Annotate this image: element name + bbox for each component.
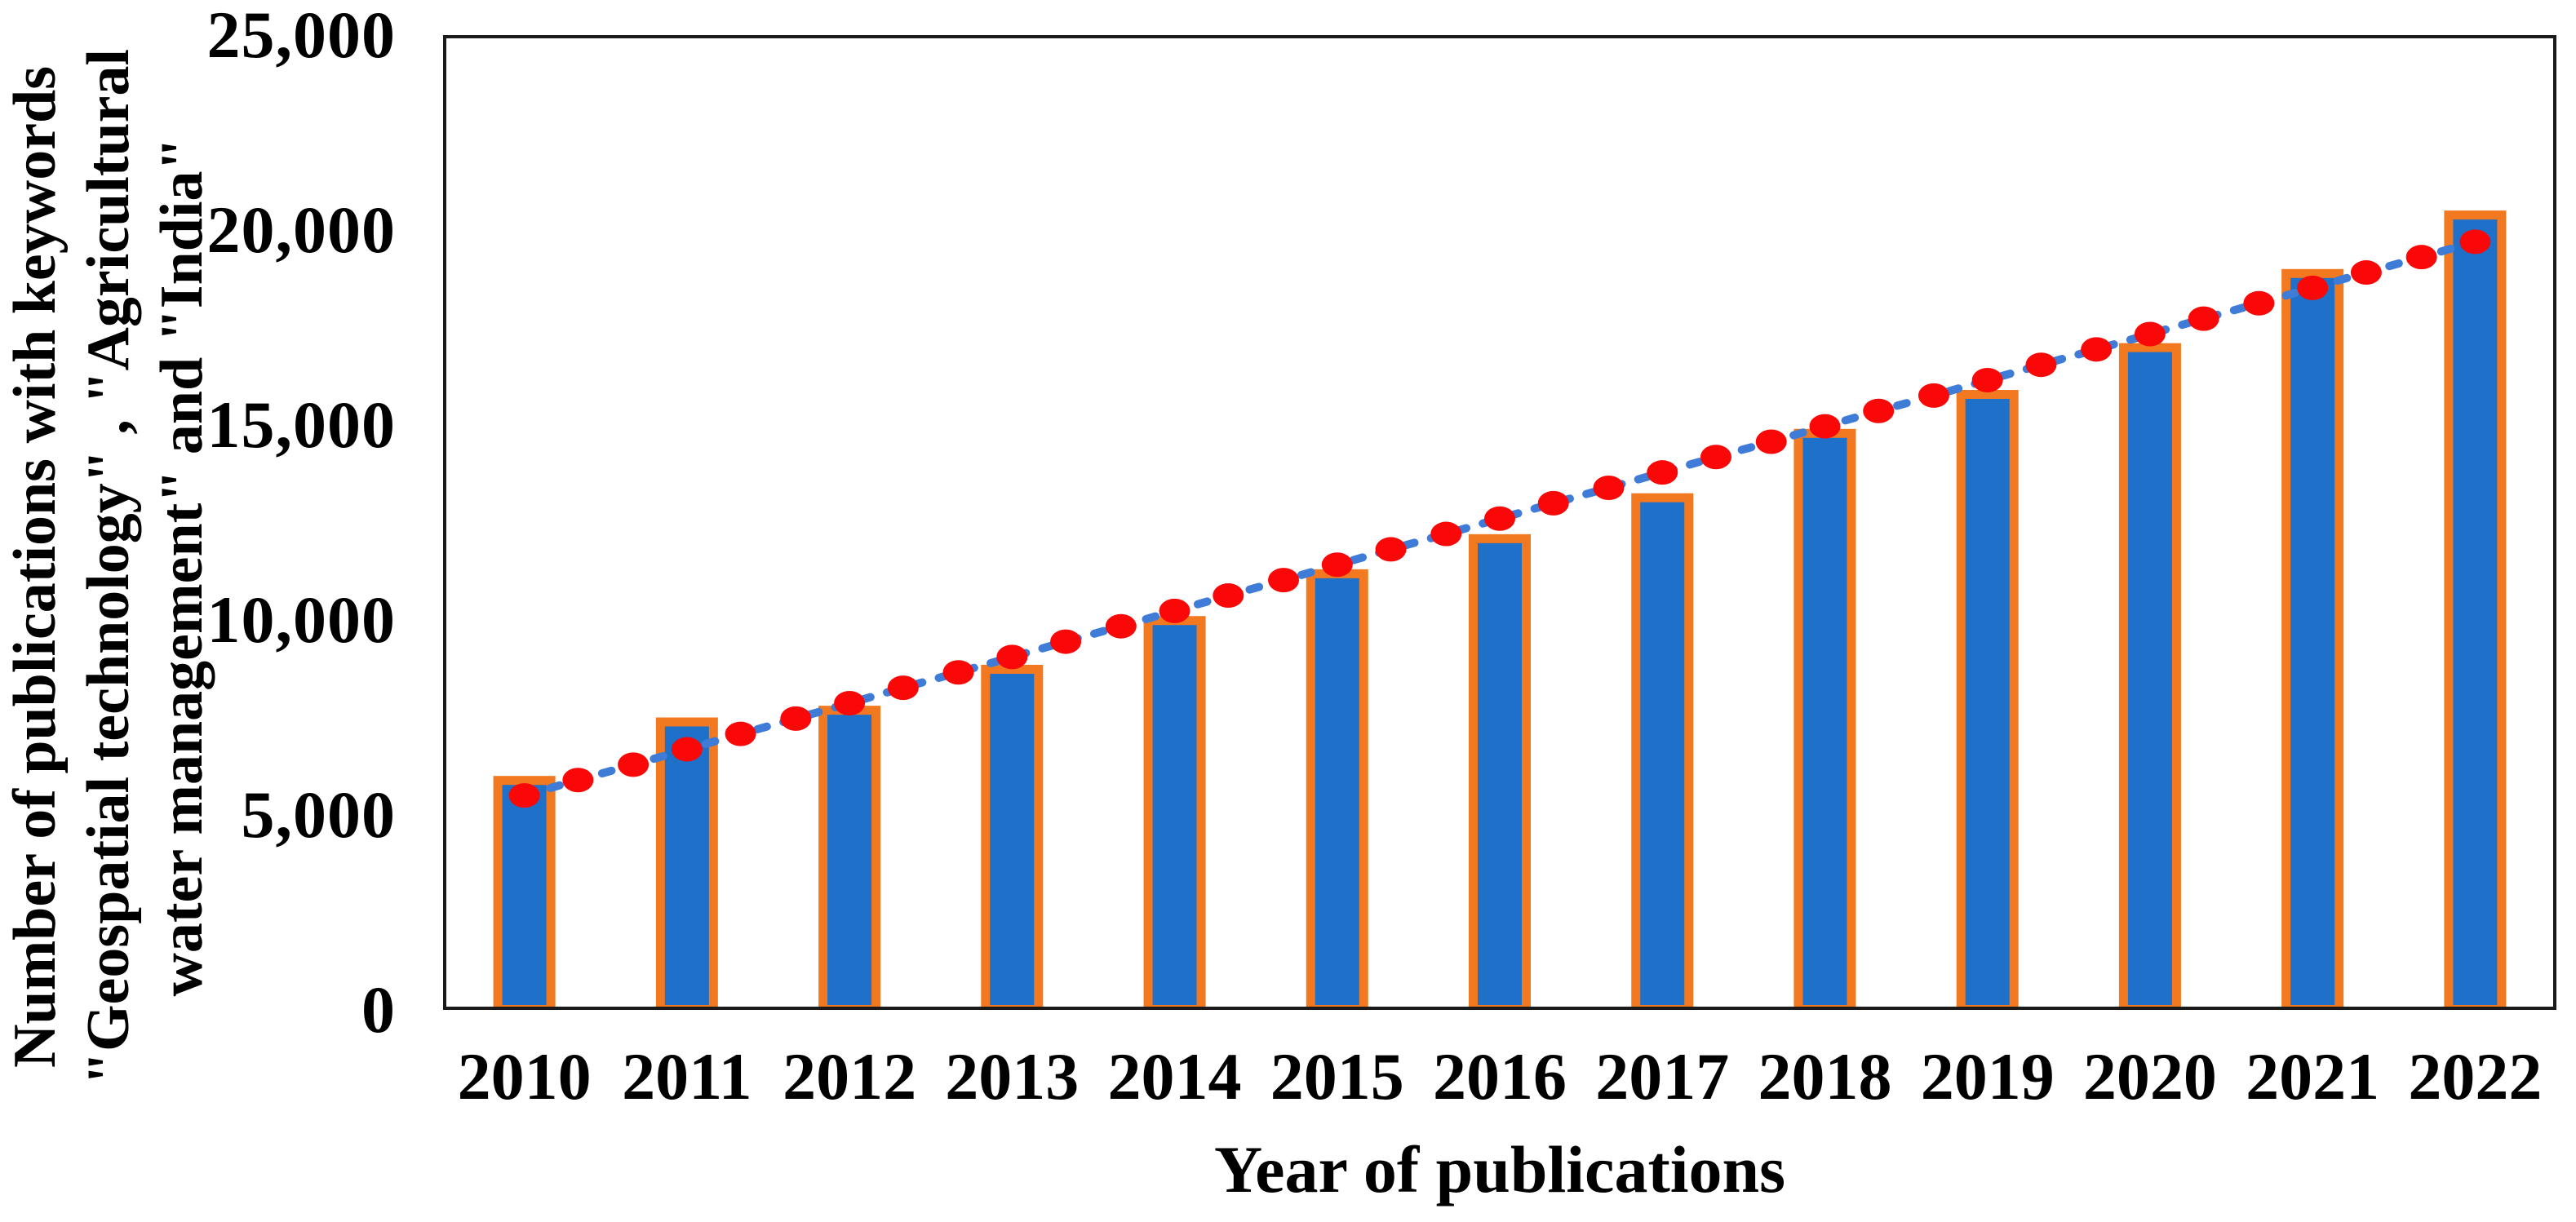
y-axis-title-line-1: Number of publications with keywords (2, 66, 69, 1069)
y-axis-title-line-2: "Geospatial technology" , "Agricultural (75, 48, 142, 1086)
bar-2015 (1315, 578, 1359, 1005)
trend-marker-dot (1809, 414, 1841, 439)
trend-marker-dot (1918, 383, 1949, 408)
trend-marker-dot (1755, 429, 1787, 454)
x-tick-label-2011: 2011 (622, 1039, 752, 1114)
x-tick-label-2016: 2016 (1433, 1039, 1567, 1114)
x-tick-label-2020: 2020 (2082, 1039, 2217, 1114)
x-tick-label-2010: 2010 (457, 1039, 592, 1114)
trend-marker-dot (1375, 537, 1407, 562)
trend-marker-dot (1700, 445, 1731, 470)
trend-marker-dot (1484, 506, 1515, 531)
y-tick-label-0: 0 (361, 972, 396, 1047)
trend-marker-dot (2297, 275, 2329, 300)
trend-marker-dot (996, 644, 1028, 670)
x-tick-label-2014: 2014 (1107, 1039, 1242, 1114)
trend-marker-dot (1268, 568, 1300, 593)
x-tick-label-2012: 2012 (783, 1039, 917, 1114)
bar-2010 (502, 785, 547, 1005)
y-tick-label-25000: 25,000 (206, 0, 396, 72)
x-tick-label-2019: 2019 (1920, 1039, 2055, 1114)
bar-2019 (1965, 398, 2010, 1006)
trend-marker-dot (1647, 460, 1678, 485)
trend-marker-dot (2405, 245, 2437, 270)
x-tick-label-2017: 2017 (1595, 1039, 1730, 1114)
bar-2022 (2453, 219, 2498, 1006)
trend-marker-dot (618, 752, 650, 777)
bar-2016 (1478, 542, 1522, 1005)
trend-marker-dot (1971, 368, 2003, 393)
x-tick-label-2022: 2022 (2408, 1039, 2543, 1114)
x-tick-label-2015: 2015 (1270, 1039, 1404, 1114)
trend-marker-dot (2081, 337, 2113, 362)
bar-2018 (1802, 437, 1847, 1005)
trend-marker-dot (2134, 321, 2166, 347)
bar-2017 (1640, 502, 1685, 1005)
trend-marker-dot (2025, 352, 2057, 378)
trend-marker-dot (887, 675, 919, 701)
trend-marker-dot (1159, 598, 1190, 623)
trend-marker-dot (1537, 490, 1569, 516)
trend-marker-dot (942, 660, 974, 685)
trend-marker-dot (2188, 306, 2219, 331)
trend-marker-dot (725, 721, 756, 746)
x-tick-label-2013: 2013 (945, 1039, 1080, 1114)
trend-marker-dot (1213, 582, 1244, 608)
bar-2020 (2127, 352, 2172, 1005)
trend-marker-dot (1593, 476, 1625, 501)
trend-marker-dot (780, 706, 812, 731)
trend-marker-dot (1105, 613, 1137, 639)
bar-2012 (827, 715, 872, 1005)
trend-marker-dot (1863, 398, 1895, 423)
bar-2014 (1152, 625, 1197, 1005)
trend-marker-dot (1050, 629, 1082, 654)
trend-marker-dot (2350, 260, 2382, 286)
trend-marker-dot (1430, 521, 1462, 547)
trend-marker-dot (1321, 552, 1353, 578)
bar-2021 (2290, 277, 2335, 1005)
y-tick-label-20000: 20,000 (206, 193, 396, 267)
y-tick-label-10000: 10,000 (206, 582, 396, 657)
trend-marker-dot (671, 737, 703, 762)
plot-border (443, 35, 2556, 1010)
bar-2013 (990, 673, 1035, 1005)
x-axis-title: Year of publications (1213, 1132, 1786, 1207)
trend-marker-dot (834, 690, 866, 715)
bar-2011 (664, 726, 709, 1005)
trend-marker-dot (508, 783, 540, 808)
trend-marker-dot (2459, 229, 2491, 255)
y-tick-label-15000: 15,000 (206, 387, 396, 462)
x-tick-label-2021: 2021 (2246, 1039, 2380, 1114)
trend-marker-dot (562, 768, 594, 793)
x-tick-label-2018: 2018 (1758, 1039, 1892, 1114)
trend-marker-dot (2243, 290, 2275, 316)
y-tick-label-5000: 5,000 (241, 777, 396, 852)
